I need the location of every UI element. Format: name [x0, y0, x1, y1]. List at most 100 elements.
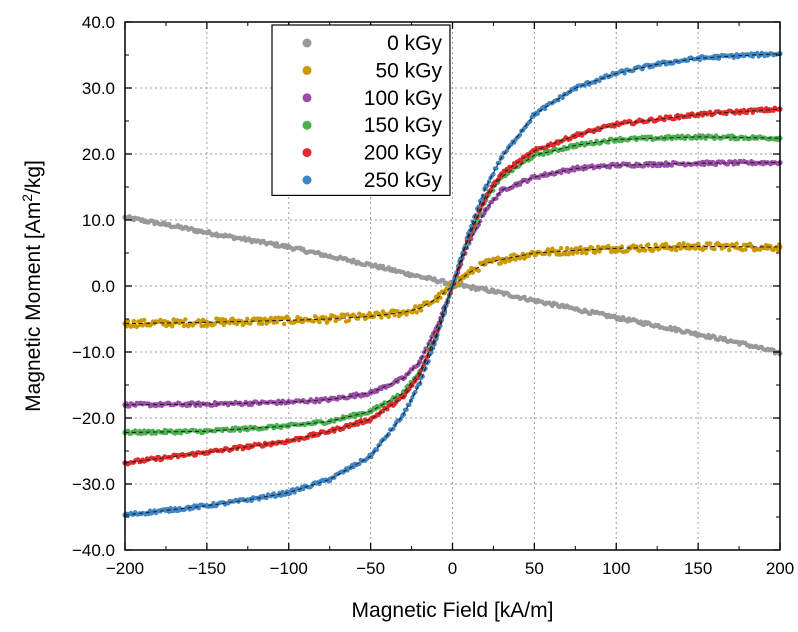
grid: [125, 22, 780, 550]
trace-point: [371, 314, 377, 319]
trace-point: [476, 268, 481, 273]
legend-marker: [302, 148, 312, 158]
fit-curve: [125, 245, 781, 325]
legend-marker: [302, 120, 312, 130]
legend-label: 100 kGy: [364, 87, 443, 110]
trace-point: [368, 454, 374, 460]
trace-point: [482, 210, 487, 216]
y-axis-title-superscript: 2: [19, 194, 35, 202]
trace-point: [274, 241, 279, 246]
trace-point: [346, 318, 352, 323]
ticks: [124, 21, 781, 551]
legend-box: [271, 24, 451, 196]
trace-point: [663, 241, 669, 247]
trace-point: [395, 309, 400, 314]
trace-point: [404, 407, 409, 412]
trace-point: [727, 247, 732, 253]
x-tick-label: 200: [766, 559, 794, 578]
trace-point: [131, 318, 136, 324]
y-axis-title-prefix: Magnetic Moment [Am: [22, 202, 45, 412]
trace-point: [669, 163, 674, 168]
trace-point: [495, 255, 501, 260]
trace-point: [286, 316, 291, 321]
trace-point: [575, 250, 580, 255]
trace-point: [494, 196, 499, 201]
trace-point: [183, 317, 188, 322]
trace-point: [513, 257, 518, 262]
legend-label: 200 kGy: [364, 142, 443, 165]
trace-point: [681, 241, 686, 246]
legend-marker: [302, 175, 312, 185]
trace-point: [469, 224, 474, 229]
trace-point: [606, 140, 611, 145]
y-axis-title: Magnetic Moment [Am2/kg]: [19, 160, 45, 412]
legend-marker: [302, 65, 312, 75]
legend-label: 0 kGy: [387, 32, 442, 55]
legend-label: 50 kGy: [375, 59, 442, 82]
y-tick-labels: −40.0 −30.0 −20.0 −10.0 0.0 10.0 20.0 30.0 40.0: [72, 13, 115, 560]
trace-point: [564, 245, 570, 251]
trace-point: [441, 278, 446, 283]
trace-point: [559, 170, 564, 176]
trace-point: [541, 152, 546, 158]
trace-point: [245, 316, 250, 321]
y-tick-label: 40.0: [82, 13, 115, 32]
fit-curve: [124, 53, 781, 516]
x-tick-label: 50: [525, 559, 544, 578]
y-tick-label: −20.0: [72, 409, 115, 428]
trace-point: [542, 106, 548, 112]
y-axis-title-suffix: /kg]: [22, 160, 45, 194]
trace-point: [419, 308, 424, 313]
y-tick-label: 20.0: [82, 145, 115, 164]
trace-point: [559, 246, 564, 251]
trace-point: [374, 447, 380, 452]
x-tick-labels: −200 −150 −100 −50 0 50 100 150 200: [106, 559, 794, 578]
trace-point: [697, 57, 702, 63]
trace-point: [259, 321, 265, 326]
trace-point: [485, 183, 490, 188]
fit-curve: [125, 162, 780, 406]
trace-point: [433, 336, 439, 341]
y-tick-label: −30.0: [72, 475, 115, 494]
trace-point: [707, 109, 713, 115]
trace-point: [435, 298, 440, 304]
trace-point: [560, 95, 565, 101]
legend-marker: [302, 93, 312, 103]
trace-point: [528, 119, 533, 124]
y-tick-label: 0.0: [91, 277, 115, 296]
trace-point: [391, 426, 396, 432]
legend-label: 150 kGy: [364, 114, 443, 137]
trace-point: [743, 247, 748, 252]
trace-point: [570, 251, 576, 256]
fit-curve: [124, 108, 781, 464]
trace-point: [578, 245, 583, 250]
trace-point: [755, 50, 760, 56]
trace-point: [535, 111, 540, 117]
y-tick-label: −10.0: [72, 343, 115, 362]
x-tick-label: 150: [684, 559, 712, 578]
trace-point: [463, 243, 468, 248]
trace-point: [693, 246, 698, 251]
trace-point: [775, 247, 781, 253]
trace-point: [712, 246, 717, 252]
trace-point: [498, 261, 503, 266]
trace-point: [429, 350, 434, 355]
trace-point: [221, 322, 226, 328]
trace-point: [707, 241, 713, 246]
trace-point: [170, 324, 175, 329]
trace-point: [491, 172, 496, 177]
trace-point: [479, 197, 484, 202]
x-tick-label: −150: [188, 559, 226, 578]
trace-point: [517, 132, 523, 137]
trace-point: [355, 422, 361, 427]
trace-point: [282, 321, 287, 327]
trace-point: [142, 317, 147, 323]
trace-point: [529, 156, 534, 161]
trace-point: [338, 316, 343, 321]
trace-point: [643, 248, 648, 253]
trace-point: [728, 136, 733, 142]
trace-point: [625, 248, 630, 254]
trace-point: [386, 314, 391, 319]
trace-point: [547, 252, 552, 257]
